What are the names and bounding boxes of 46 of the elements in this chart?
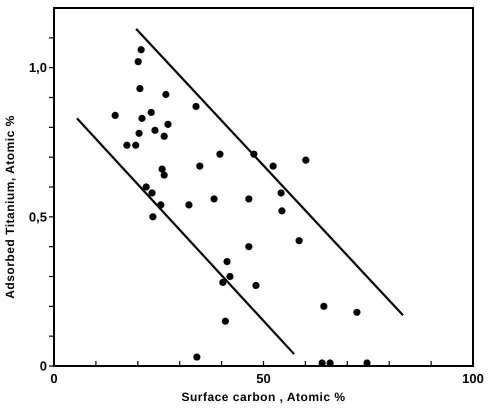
point bbox=[252, 282, 260, 290]
x-tick-label: 0 bbox=[50, 371, 58, 386]
x-tick-label: 100 bbox=[462, 371, 484, 386]
point bbox=[148, 189, 156, 197]
point bbox=[164, 120, 172, 128]
x-axis-title: Surface carbon , Atomic % bbox=[181, 390, 346, 404]
point bbox=[320, 302, 328, 310]
point bbox=[135, 130, 143, 137]
y-tick-label: 0 bbox=[40, 358, 47, 374]
y-tick-label: 1,0 bbox=[28, 60, 47, 76]
point bbox=[136, 84, 144, 92]
point bbox=[245, 243, 252, 250]
point bbox=[270, 162, 277, 170]
point bbox=[132, 142, 140, 149]
point bbox=[222, 318, 229, 325]
point bbox=[112, 112, 119, 119]
point bbox=[219, 278, 226, 286]
point bbox=[185, 201, 193, 208]
point bbox=[216, 150, 224, 158]
point bbox=[148, 108, 155, 116]
point bbox=[123, 142, 131, 149]
point bbox=[192, 102, 200, 110]
point bbox=[353, 308, 361, 316]
point bbox=[134, 58, 142, 66]
point bbox=[245, 195, 252, 203]
point bbox=[210, 195, 218, 203]
point bbox=[196, 162, 204, 170]
point bbox=[226, 272, 234, 280]
point bbox=[151, 126, 159, 134]
point bbox=[160, 132, 168, 140]
point bbox=[138, 46, 145, 54]
y-axis-title: Adsorbed Titanium, Atomic % bbox=[3, 115, 17, 299]
point bbox=[162, 90, 170, 98]
y-tick-label: 0,5 bbox=[28, 209, 47, 224]
point bbox=[302, 156, 310, 164]
point bbox=[142, 183, 150, 191]
point bbox=[160, 171, 168, 179]
point bbox=[278, 207, 286, 214]
point bbox=[193, 353, 200, 361]
point bbox=[158, 166, 166, 173]
point bbox=[138, 114, 146, 122]
point bbox=[149, 213, 156, 220]
point bbox=[223, 258, 231, 266]
x-tick-label: 50 bbox=[256, 371, 271, 386]
point bbox=[278, 189, 285, 197]
point bbox=[296, 237, 303, 244]
